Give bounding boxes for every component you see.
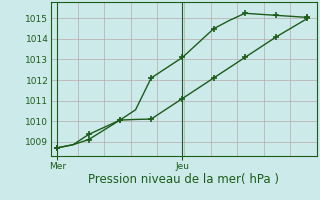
X-axis label: Pression niveau de la mer( hPa ): Pression niveau de la mer( hPa )	[89, 173, 279, 186]
